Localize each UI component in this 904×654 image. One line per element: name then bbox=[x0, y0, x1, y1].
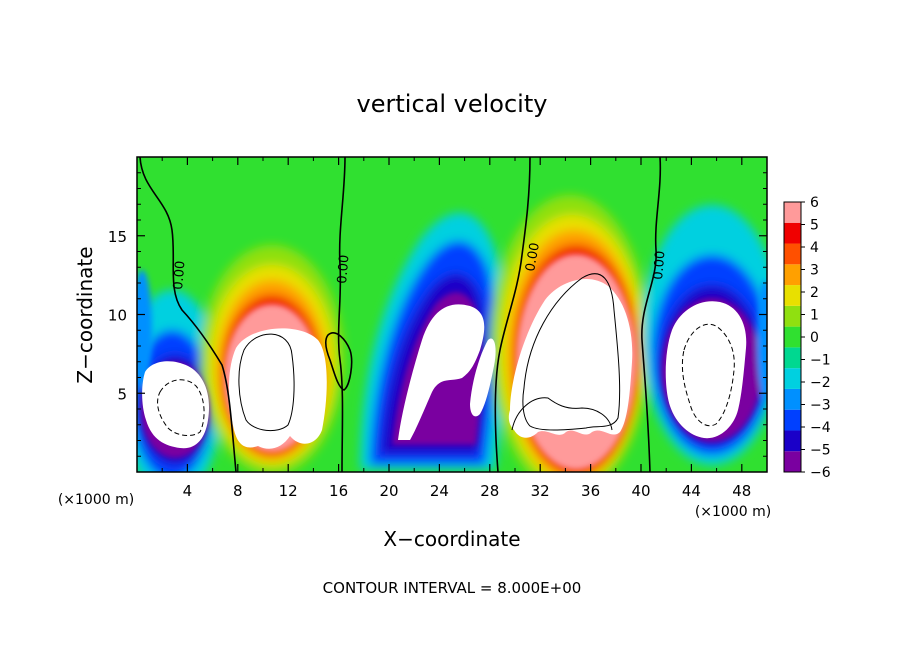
x-tick-label: 16 bbox=[329, 482, 348, 500]
x-tick-label: 8 bbox=[233, 482, 243, 500]
x-tick-label: 36 bbox=[581, 482, 600, 500]
x-unit-right: (×1000 m) bbox=[695, 504, 771, 520]
colorbar-swatch bbox=[784, 409, 801, 431]
x-tick-label: 4 bbox=[183, 482, 193, 500]
contour-interval-note: CONTOUR INTERVAL = 8.000E+00 bbox=[323, 579, 582, 597]
colorbar-swatch bbox=[784, 264, 801, 286]
off-scale-right bbox=[665, 301, 747, 439]
colorbar-label: 5 bbox=[810, 218, 819, 234]
colorbar-swatch bbox=[784, 285, 801, 306]
colorbar-swatch bbox=[784, 368, 801, 389]
x-unit-left: (×1000 m) bbox=[58, 492, 134, 508]
zero-contour-label-3: 0.00 bbox=[523, 242, 543, 273]
x-tick-label: 24 bbox=[430, 482, 449, 500]
colorbar-label: 4 bbox=[810, 240, 819, 256]
zero-contour-label-2: 0.00 bbox=[335, 254, 352, 284]
colorbar-swatch bbox=[784, 326, 801, 348]
downdraft-left-dashed bbox=[157, 379, 205, 436]
colorbar-swatch bbox=[784, 222, 801, 244]
colorbar-label: 3 bbox=[810, 263, 819, 279]
x-tick-label: 48 bbox=[732, 482, 751, 500]
colorbar-label: 6 bbox=[810, 195, 819, 211]
colorbar-swatch bbox=[784, 347, 801, 369]
colorbar-label: −3 bbox=[810, 398, 831, 414]
off-scale-updraft-2 bbox=[398, 304, 485, 440]
edge-blue-left bbox=[137, 270, 152, 390]
off-scale-updraft-2b bbox=[470, 338, 496, 417]
x-axis-title: X−coordinate bbox=[383, 527, 520, 551]
updraft-3-inner-contour-2 bbox=[511, 397, 613, 431]
x-tick-label: 44 bbox=[682, 482, 701, 500]
y-axis-title: Z−coordinate bbox=[73, 246, 97, 383]
colorbar-label: 0 bbox=[810, 330, 819, 346]
velocity-field: 0.00 0.00 0.00 0.00 bbox=[137, 157, 767, 472]
updraft-1-inner-contour bbox=[238, 333, 295, 432]
colorbar-label: 1 bbox=[810, 308, 819, 324]
colorbar-label: −1 bbox=[810, 353, 831, 369]
off-scale-left bbox=[142, 361, 210, 449]
colorbar-swatch bbox=[784, 430, 801, 452]
contour-lines bbox=[139, 157, 735, 472]
edge-blue-right bbox=[757, 280, 767, 400]
downdraft-right-dashed bbox=[681, 323, 735, 427]
y-tick-label: 10 bbox=[108, 307, 127, 325]
x-tick-label: 32 bbox=[531, 482, 550, 500]
colorbar-label: −2 bbox=[810, 375, 831, 391]
colorbar-label: −4 bbox=[810, 420, 831, 436]
x-tick-label: 40 bbox=[631, 482, 650, 500]
updraft-3-inner-contour bbox=[522, 273, 621, 431]
colorbar: 6 5 4 3 2 1 0 −1 −2 −3 −4 −5 −6 bbox=[783, 195, 831, 481]
colorbar-swatch bbox=[784, 202, 801, 223]
y-axis: 5 10 15 bbox=[108, 172, 767, 457]
off-scale-updraft-1 bbox=[229, 328, 327, 449]
x-tick-label: 12 bbox=[279, 482, 298, 500]
colorbar-swatch bbox=[784, 388, 801, 410]
colorbar-swatch bbox=[784, 451, 801, 472]
y-tick-label: 15 bbox=[108, 228, 127, 246]
colorbar-label: 2 bbox=[810, 285, 819, 301]
zero-contour-2 bbox=[337, 157, 346, 472]
colorbar-label: −6 bbox=[810, 465, 831, 481]
x-axis: 4 8 12 16 20 24 28 32 36 40 44 48 bbox=[161, 157, 751, 500]
zero-contour-2-loop bbox=[325, 332, 353, 391]
colorbar-label: −5 bbox=[810, 443, 831, 459]
zero-contour-label-4: 0.00 bbox=[651, 250, 668, 280]
x-tick-label: 20 bbox=[379, 482, 398, 500]
zero-contour-label-1: 0.00 bbox=[171, 260, 188, 290]
x-tick-label: 28 bbox=[480, 482, 499, 500]
zero-contour-4 bbox=[641, 157, 662, 472]
colorbar-swatch bbox=[784, 243, 801, 265]
y-tick-label: 5 bbox=[117, 385, 127, 403]
zero-contour-labels: 0.00 0.00 0.00 0.00 bbox=[171, 242, 668, 291]
zero-contour-1 bbox=[139, 157, 237, 472]
chart-title: vertical velocity bbox=[357, 90, 548, 118]
zero-contour-3 bbox=[494, 157, 531, 472]
colorbar-swatch bbox=[784, 305, 801, 327]
